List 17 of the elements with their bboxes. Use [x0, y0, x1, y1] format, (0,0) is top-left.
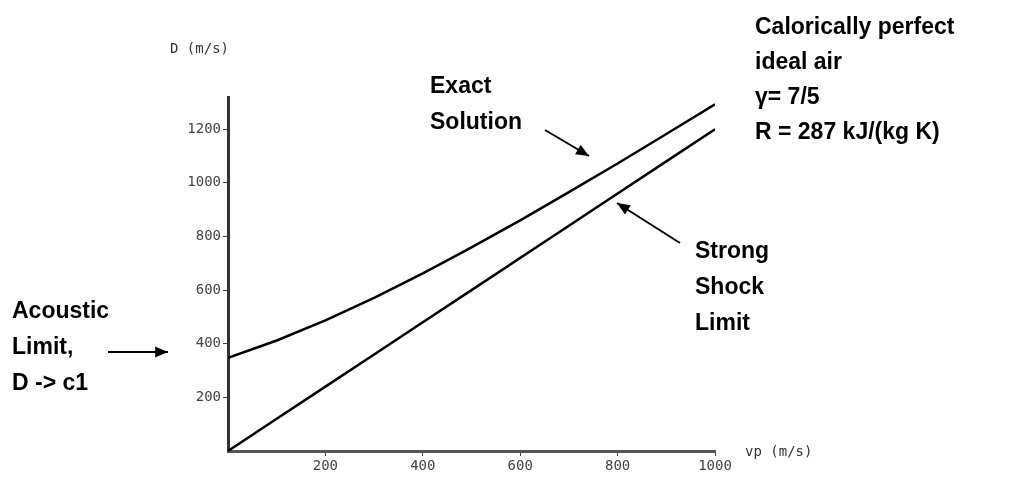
y-tick-label: 600 — [195, 280, 221, 297]
y-axis-title: D (m/s) — [170, 39, 230, 56]
text: Calorically perfect ideal air γ= 7/5 R = 287 kJ/(kg K) — [755, 12, 955, 144]
x-tick-label: 400 — [410, 457, 436, 474]
x-tick-label: 200 — [312, 457, 339, 474]
annotation: Strong Shock Limit — [695, 236, 770, 335]
x-tick-label: 1000 — [698, 457, 732, 474]
x-tick-label: 800 — [604, 457, 631, 474]
y-tick-label: 800 — [195, 227, 221, 244]
y-tick-label: 1200 — [187, 119, 221, 136]
annotation: Exact Solution — [430, 71, 522, 134]
y-tick-label: 200 — [195, 388, 221, 404]
y-tick-label: 400 — [195, 334, 221, 351]
x-axis-title: vp (m/s) — [745, 442, 813, 459]
x-tick-label: 600 — [507, 457, 533, 474]
text: Acoustic Limit, D -> c1 — [12, 296, 110, 395]
y-tick-label: 1000 — [187, 173, 221, 190]
